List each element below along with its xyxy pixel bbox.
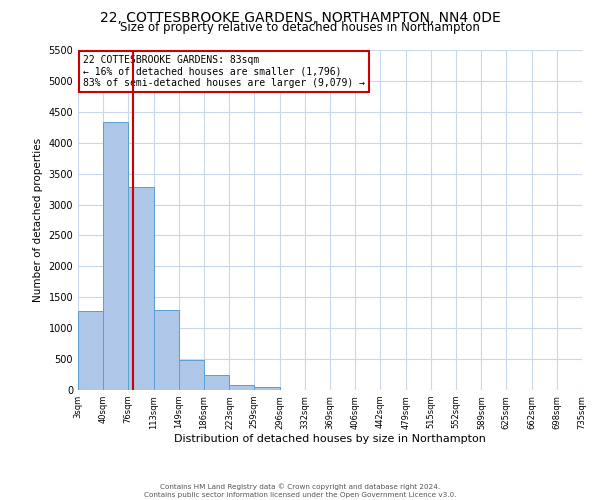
Text: 22 COTTESBROOKE GARDENS: 83sqm
← 16% of detached houses are smaller (1,796)
83% : 22 COTTESBROOKE GARDENS: 83sqm ← 16% of … xyxy=(83,55,365,88)
Bar xyxy=(154,310,179,390)
Bar xyxy=(103,122,128,390)
Y-axis label: Number of detached properties: Number of detached properties xyxy=(33,138,43,302)
Text: Size of property relative to detached houses in Northampton: Size of property relative to detached ho… xyxy=(120,22,480,35)
Text: 22, COTTESBROOKE GARDENS, NORTHAMPTON, NN4 0DE: 22, COTTESBROOKE GARDENS, NORTHAMPTON, N… xyxy=(100,11,500,25)
Bar xyxy=(78,312,103,390)
Text: Contains HM Land Registry data © Crown copyright and database right 2024.
Contai: Contains HM Land Registry data © Crown c… xyxy=(144,484,456,498)
Bar xyxy=(229,385,254,390)
Bar xyxy=(128,186,154,390)
Bar xyxy=(179,360,204,390)
X-axis label: Distribution of detached houses by size in Northampton: Distribution of detached houses by size … xyxy=(174,434,486,444)
Bar xyxy=(204,375,229,390)
Bar xyxy=(254,387,280,390)
